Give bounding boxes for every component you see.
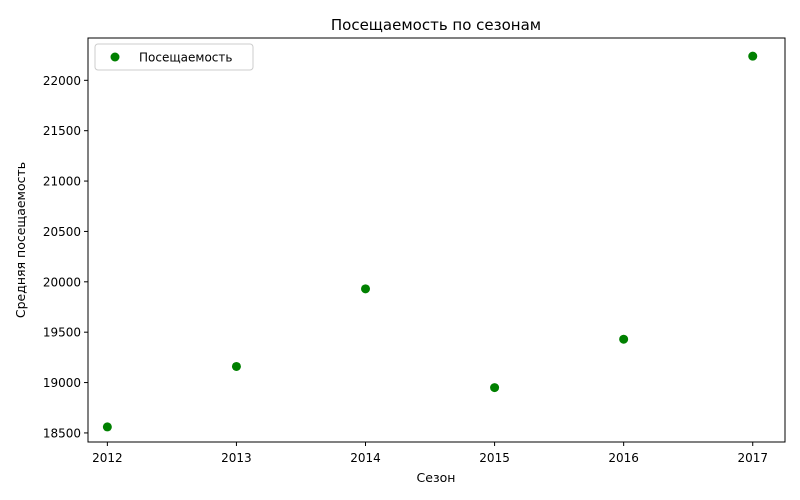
- legend: Посещаемость: [94, 43, 254, 71]
- y-tick-label: 20000: [43, 275, 81, 289]
- x-tick-label: 2015: [479, 451, 510, 465]
- y-tick-label: 21500: [43, 124, 81, 138]
- x-tick-label: 2017: [737, 451, 768, 465]
- plot-area: [87, 37, 786, 443]
- data-points: [102, 51, 758, 432]
- y-tick-label: 19000: [43, 376, 81, 390]
- data-point: [619, 334, 629, 344]
- x-tick-label: 2016: [608, 451, 639, 465]
- y-tick-label: 21000: [43, 175, 81, 189]
- x-tick-label: 2014: [350, 451, 381, 465]
- legend-marker: [110, 52, 120, 62]
- y-tick-label: 22000: [43, 74, 81, 88]
- x-axis-label: Сезон: [417, 470, 456, 485]
- x-axis-ticks: 2012 2013 2014 2015 2016 2017: [92, 442, 768, 465]
- y-tick-label: 18500: [43, 426, 81, 440]
- data-point: [102, 422, 112, 432]
- x-tick-label: 2012: [92, 451, 123, 465]
- data-point: [748, 51, 758, 61]
- legend-box: [94, 43, 254, 71]
- y-tick-label: 19500: [43, 326, 81, 340]
- y-axis-label: Средняя посещаемость: [13, 162, 28, 318]
- data-point: [231, 361, 241, 371]
- chart-title: Посещаемость по сезонам: [331, 16, 541, 34]
- data-point: [490, 383, 500, 393]
- y-tick-label: 20500: [43, 225, 81, 239]
- y-axis-ticks: 18500 19000 19500 20000 20500 21000 21500 22000: [43, 74, 88, 440]
- data-point: [361, 284, 371, 294]
- legend-label: Посещаемость: [139, 51, 232, 65]
- x-tick-label: 2013: [221, 451, 252, 465]
